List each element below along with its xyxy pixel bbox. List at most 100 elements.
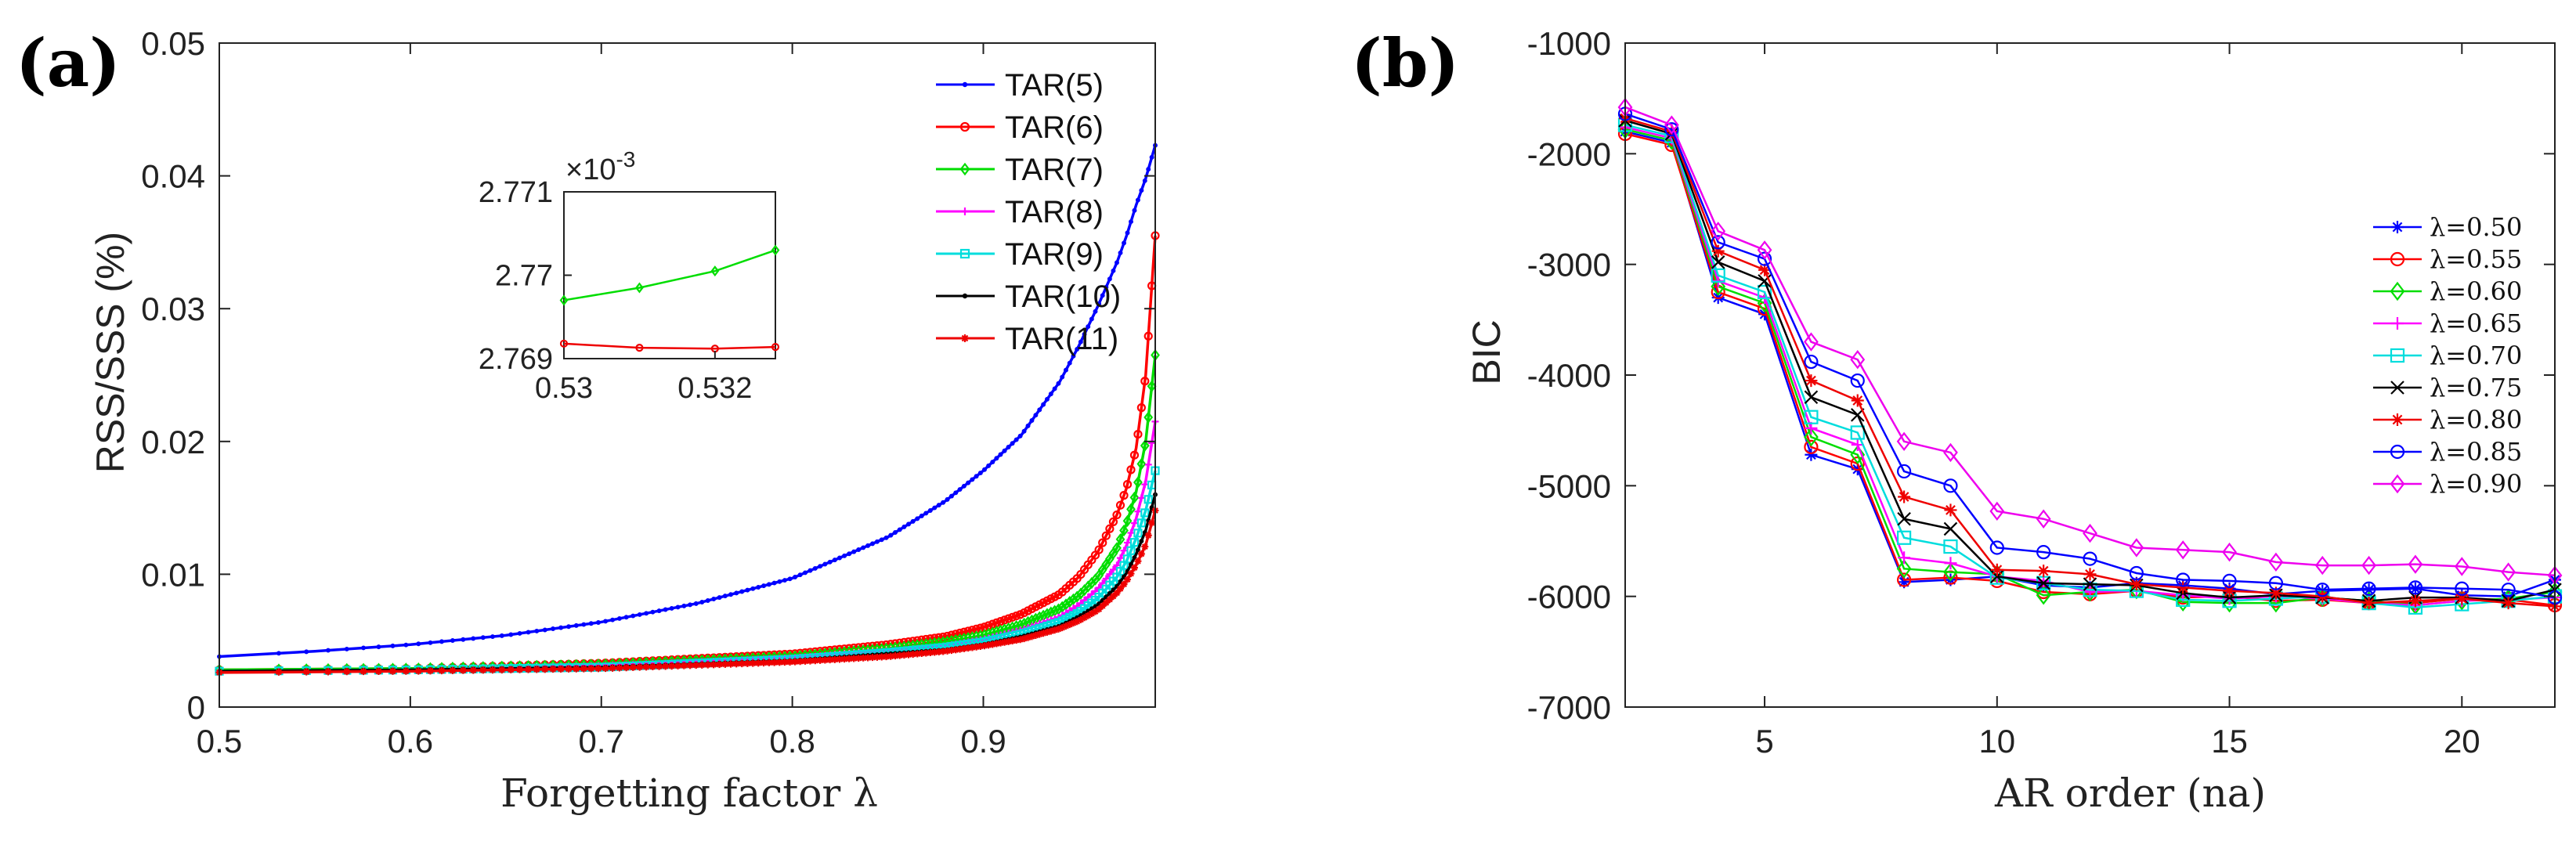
data-point [1010,441,1015,446]
data-point [2268,552,2284,572]
data-point [1041,402,1046,407]
data-point [1066,621,1074,629]
data-point [1127,570,1135,578]
data-point [1112,510,1122,520]
data-point [2083,577,2097,591]
data-point [388,667,396,675]
data-point [1805,374,1818,388]
data-point [836,555,842,561]
data-point [1851,438,1864,452]
data-point [1897,464,1912,479]
data-point [1109,566,1117,574]
data-point [656,662,663,670]
data-point [854,655,862,662]
y-tick-label: 0.04 [141,158,205,195]
data-point [438,667,446,675]
data-point [955,628,965,638]
inset-point [559,339,569,348]
data-point [275,668,283,676]
legend-marker [2391,221,2404,233]
legend-label: λ=0.55 [2430,244,2522,274]
legend-label: TAR(11) [1005,322,1118,356]
data-point [517,630,522,636]
data-point [919,513,924,518]
data-point [927,649,934,657]
data-point [842,553,847,558]
data-point [915,516,920,521]
data-point [1144,460,1152,468]
data-point [913,650,921,658]
inset-line [563,249,776,301]
data-point [826,656,834,664]
data-point [580,665,587,673]
data-point [2036,586,2051,605]
data-point [777,579,782,584]
data-point [2501,562,2516,582]
data-point [1129,219,1133,225]
data-point [1664,115,1679,135]
data-point [1804,427,1819,447]
data-point [692,662,700,669]
data-point [966,480,971,485]
data-point [998,452,1003,457]
data-point [416,641,421,647]
data-point [1039,630,1047,637]
series-λ=0.50 [1619,125,2561,603]
legend-marker [959,162,970,176]
data-point [1115,500,1125,510]
data-point [499,633,504,638]
data-point [1147,380,1157,392]
series-λ=0.70 [1617,117,2563,615]
data-point [1005,637,1013,645]
data-point [2130,578,2143,591]
data-point [1143,495,1153,504]
data-point [816,656,824,664]
data-point [1711,222,1726,241]
data-point [2083,551,2097,566]
data-point [674,662,682,669]
legend-label: λ=0.80 [2430,405,2522,435]
inset-point [771,244,780,256]
data-point [1057,601,1068,613]
data-point [1118,250,1123,255]
data-point [1943,562,1958,582]
data-point [1013,637,1021,644]
data-point [1757,251,1772,266]
data-point [939,648,947,655]
data-point [994,456,999,461]
data-point [722,594,728,599]
panel-b-ylabel: BIC [1465,319,1508,384]
series-TAR(9) [215,466,1160,676]
data-point [2408,554,2423,574]
data-point [1021,635,1028,643]
data-point [836,655,844,663]
data-point [704,661,712,669]
data-point [1134,507,1142,515]
data-point [699,599,705,604]
data-point [1056,381,1061,386]
legend-label: TAR(9) [1005,237,1104,272]
data-point [469,666,477,674]
legend-label: λ=0.50 [2430,212,2522,242]
data-point [2129,538,2144,558]
legend-label: TAR(8) [1005,195,1104,229]
data-point [610,617,616,622]
data-point [905,651,912,659]
data-point [1130,564,1138,572]
data-point [948,493,954,499]
series-line [219,494,1157,673]
data-point [1111,268,1116,273]
data-point [1017,636,1024,644]
y-tick-label: -6000 [1527,579,1611,615]
data-point [1124,576,1132,583]
data-point [2408,594,2422,608]
data-point [1075,346,1080,352]
panel-b-label: (b) [1351,24,1459,102]
data-point [662,662,670,670]
data-point [821,656,829,664]
data-point [1106,570,1114,578]
inset-point [635,344,644,352]
data-point [935,648,943,656]
data-point [760,659,768,667]
